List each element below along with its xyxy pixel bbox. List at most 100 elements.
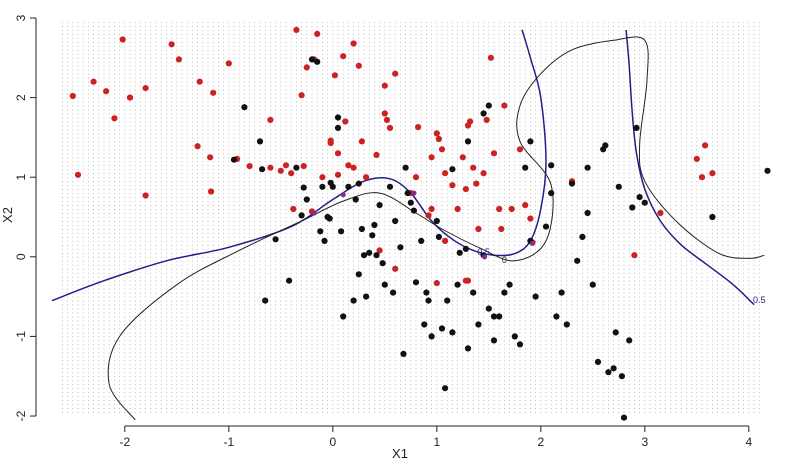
black-class-point [308,56,316,63]
black-class-point [286,277,293,284]
data-points [69,26,771,421]
x-tick-label: 3 [641,435,648,449]
red-class-point [428,205,435,213]
black-class-point [629,204,636,211]
red-class-point [327,137,334,144]
red-class-point [126,94,134,101]
black-class-point [558,289,565,296]
red-class-point [90,78,97,85]
red-class-point [300,163,307,170]
red-class-point [527,215,534,222]
red-class-point [383,116,390,123]
black-class-point [317,228,324,235]
red-class-point [473,180,480,187]
red-class-point [516,146,524,153]
red-class-point [331,72,338,79]
black-class-point [256,138,264,145]
black-class-point [522,164,529,171]
contour-level-label: 0.5 [753,295,766,305]
black-class-point [371,221,378,229]
black-class-point [626,337,633,344]
x-tick-label: 4 [745,435,752,449]
black-class-point [636,194,643,201]
red-class-point [142,85,149,92]
red-class-point [119,36,126,43]
black-class-point [594,358,602,365]
red-class-point [381,110,388,117]
black-class-point [352,196,359,203]
black-class-point [602,142,609,149]
red-class-point [381,82,388,89]
black-class-point [392,217,399,225]
red-class-point [508,205,515,213]
black-class-point [410,207,417,214]
black-class-point [633,124,640,131]
red-class-point [709,170,716,177]
y-tick-label: -2 [14,410,28,421]
black-class-point [553,313,560,320]
black-class-point [527,138,534,145]
red-class-point [74,171,82,178]
y-tick-label: 2 [14,94,28,101]
red-class-point [373,151,380,158]
axes: -2 -1 0 1 2 3 4 -2 -1 0 1 2 3 [14,14,752,449]
red-class-point [487,54,494,61]
black-class-point [355,180,362,187]
black-class-point [435,233,442,240]
black-class-point [456,249,463,256]
red-class-point [392,70,399,77]
black-class-point [496,313,503,320]
black-class-point [485,305,492,312]
red-class-point [290,205,297,213]
red-class-point [433,130,440,137]
red-class-point [340,53,347,60]
black-class-point [259,166,266,173]
red-class-point [392,265,399,272]
red-class-point [442,237,449,244]
highlighted-point [311,210,317,216]
black-class-point [584,209,591,217]
red-class-point [698,174,706,181]
black-class-point [449,166,456,173]
black-class-point [584,164,591,171]
black-class-point [506,281,513,288]
black-class-point [428,333,435,340]
black-class-point [340,313,347,320]
black-class-point [579,233,586,240]
black-class-point [532,293,539,300]
black-class-point [563,321,570,328]
red-class-point [470,164,477,171]
black-class-point [421,321,428,328]
black-class-point [379,260,386,267]
black-class-point [464,138,472,145]
red-class-point [103,88,110,95]
red-class-point [69,92,76,100]
black-class-point [241,104,248,111]
red-class-point [449,182,456,189]
red-class-point [210,89,217,96]
red-class-point [314,30,321,37]
black-class-point [425,297,432,304]
black-class-point [615,183,622,190]
black-class-point [400,350,407,357]
black-class-point [366,249,373,256]
black-class-point [407,199,414,206]
y-tick-label: -1 [14,331,28,342]
black-class-point [444,297,451,304]
black-class-point [334,124,342,131]
red-class-point [282,162,290,169]
red-class-point [496,205,503,213]
black-class-point [345,183,352,190]
black-class-point [350,297,357,304]
black-class-point [272,236,279,243]
red-class-point [246,163,253,170]
red-class-point [298,92,305,99]
red-class-point [288,170,295,177]
red-class-point [111,115,118,122]
black-class-point [402,164,409,171]
black-class-point [641,199,648,206]
red-class-point [196,78,203,85]
red-class-point [425,212,432,219]
black-class-point [511,333,518,340]
